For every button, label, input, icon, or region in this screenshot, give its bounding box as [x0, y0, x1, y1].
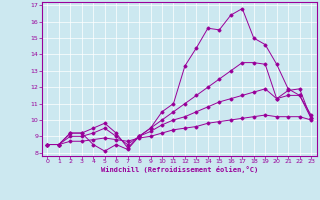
X-axis label: Windchill (Refroidissement éolien,°C): Windchill (Refroidissement éolien,°C)	[100, 166, 258, 173]
